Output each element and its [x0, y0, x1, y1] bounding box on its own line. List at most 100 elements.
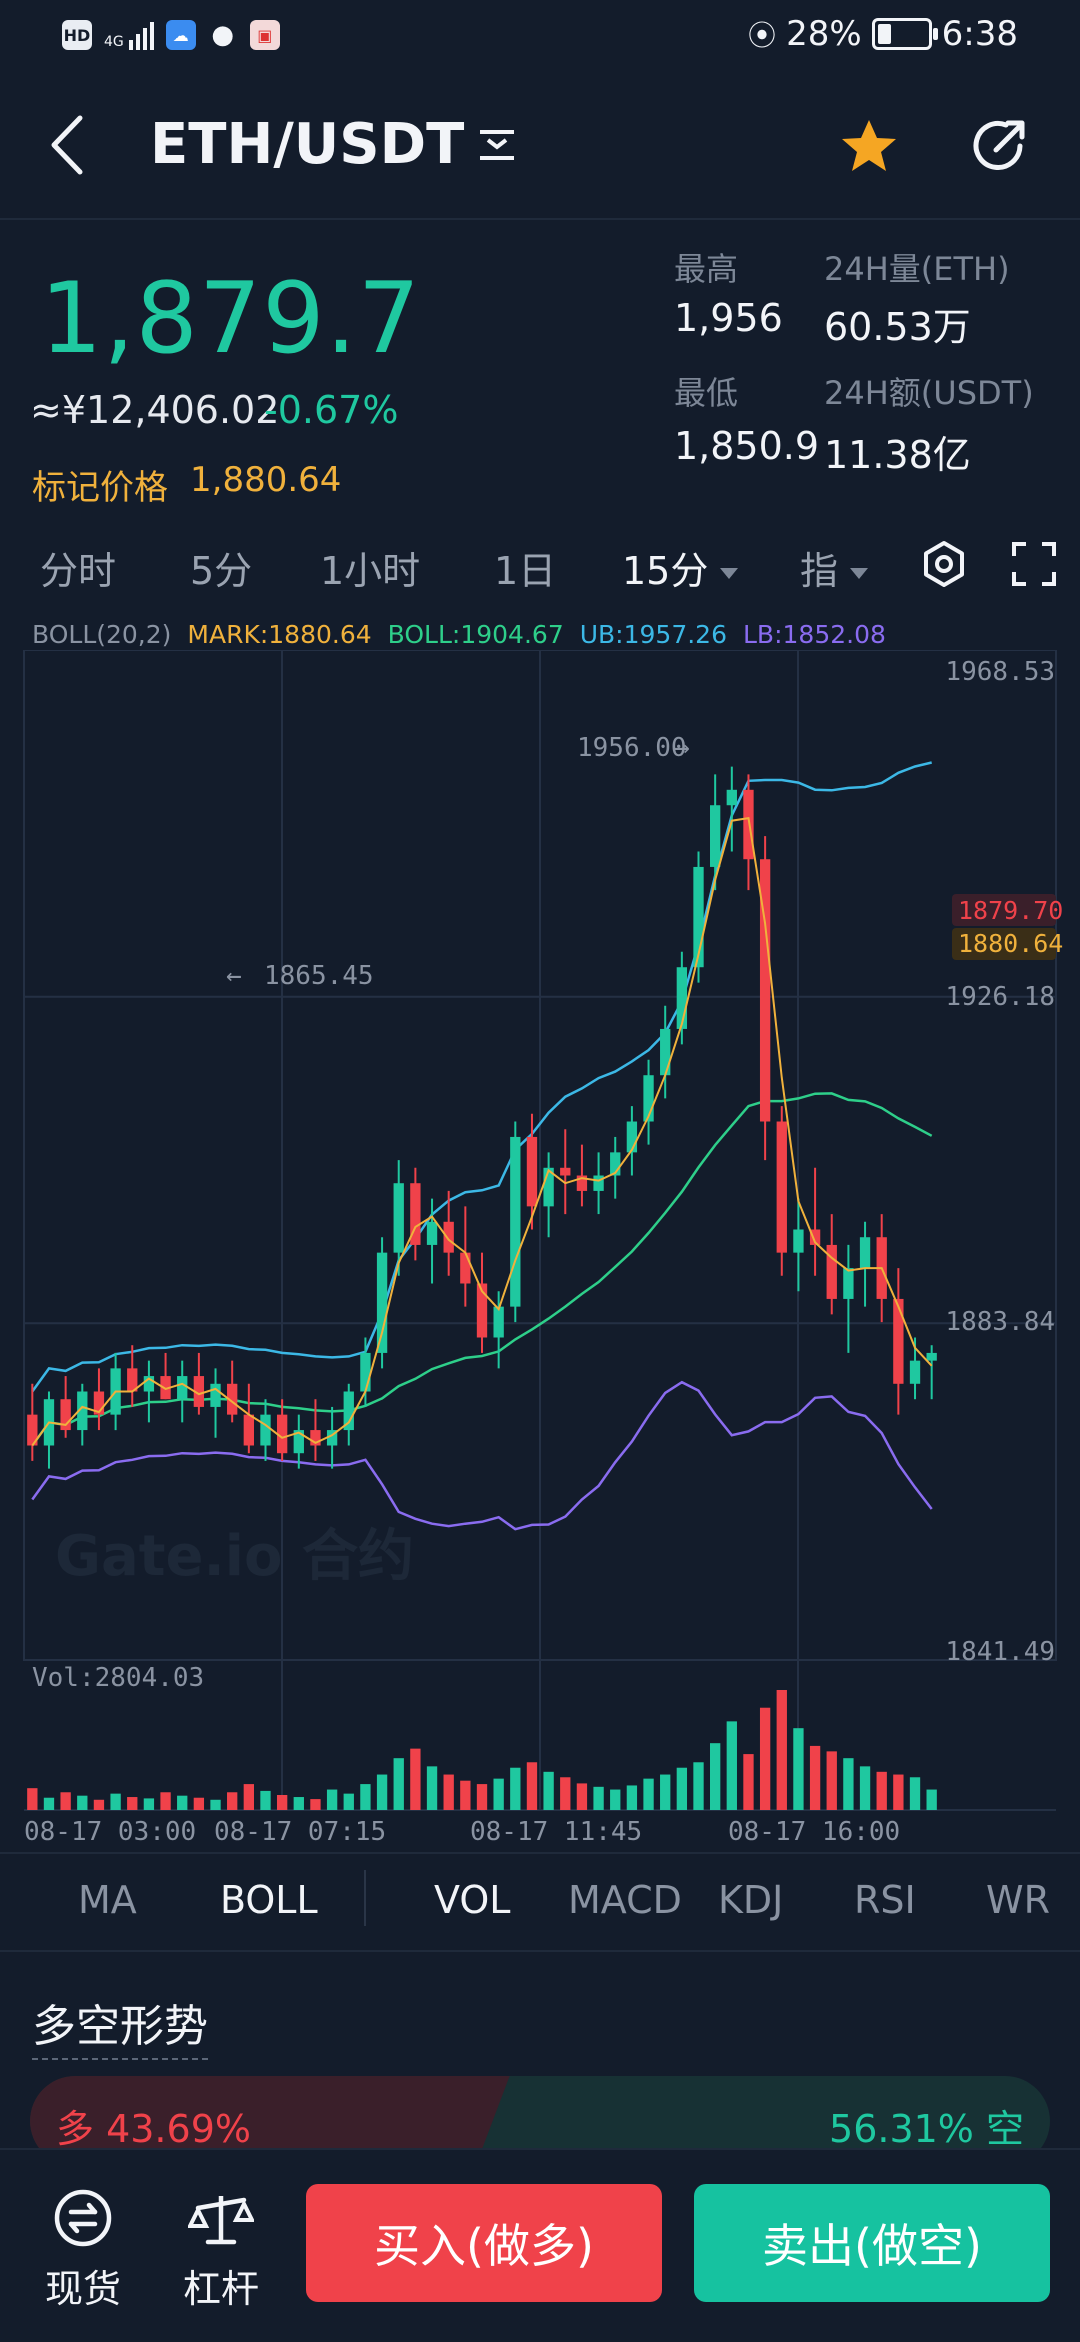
candle-body	[726, 789, 737, 806]
candle-body	[660, 1028, 671, 1076]
candle-body	[177, 1376, 188, 1400]
candle-body	[476, 1283, 488, 1338]
candle-body	[743, 789, 754, 860]
candle-body	[809, 1229, 821, 1245]
candle-body	[443, 1221, 454, 1253]
buy-long-button[interactable]: 买入(做多)	[306, 2184, 662, 2302]
candle-body	[243, 1414, 254, 1446]
kline-chart[interactable]: Gate.io 合约 1968.53 1926.18 1883.84 1841.…	[0, 650, 1080, 1850]
volume-bar	[660, 1774, 671, 1810]
long-percent: 多 43.69%	[56, 2107, 251, 2151]
candle-body	[27, 1414, 38, 1446]
mark-price-label: 标记价格	[32, 468, 168, 508]
low-label: 最低	[674, 374, 739, 412]
high-value: 1,956	[674, 296, 783, 340]
candle-body	[193, 1376, 205, 1407]
volume-bar	[60, 1792, 71, 1810]
volume-bar	[260, 1790, 271, 1810]
volume-24h-value: 60.53万	[824, 305, 971, 349]
arrow-left-icon: ←	[226, 961, 242, 991]
indicator-menu[interactable]: 指	[800, 540, 869, 595]
candle-body	[326, 1430, 338, 1446]
scale-icon	[166, 2186, 276, 2250]
candles	[27, 766, 937, 1469]
cloud-app-icon: ☁	[165, 20, 196, 50]
volume-bar	[776, 1690, 787, 1810]
ind-rsi[interactable]: RSI	[854, 1878, 916, 1922]
volume-bar	[909, 1777, 921, 1810]
volume-bar	[276, 1795, 288, 1810]
tf-1d[interactable]: 1日	[494, 549, 557, 593]
svg-text:1879.70: 1879.70	[958, 896, 1063, 925]
amount-24h-value: 11.38亿	[824, 433, 971, 477]
volume-bar	[759, 1707, 771, 1810]
candle-body	[343, 1391, 354, 1431]
upper-band-line	[31, 761, 932, 1393]
hd-icon: HD	[62, 20, 92, 50]
settings-icon	[924, 541, 964, 587]
fullscreen-button[interactable]	[1012, 542, 1056, 590]
star-icon	[842, 120, 896, 171]
favorite-button[interactable]	[840, 118, 898, 178]
candle-body	[543, 1167, 554, 1207]
chart-grid	[23, 650, 1057, 1811]
volume-bar	[410, 1748, 421, 1810]
candle-body	[60, 1399, 71, 1431]
candle-body	[293, 1430, 304, 1454]
clock: 6:38	[941, 14, 1018, 54]
ind-ma[interactable]: MA	[78, 1878, 137, 1922]
boll-legend-mid: BOLL:1904.67	[387, 620, 564, 649]
back-button[interactable]	[40, 110, 100, 180]
volume-24h-label: 24H量(ETH)	[824, 250, 1010, 288]
candle-body	[593, 1175, 604, 1191]
axis-label-bottom: 1841.49	[945, 1637, 1055, 1667]
cny-price: ≈¥12,406.02	[30, 388, 280, 432]
candle-body	[560, 1167, 571, 1176]
ind-macd[interactable]: MACD	[568, 1878, 682, 1922]
chevron-down-icon	[850, 568, 869, 579]
volume-bar	[526, 1762, 538, 1810]
volume-bar	[493, 1778, 504, 1810]
volume-bar	[426, 1766, 438, 1810]
tf-15m[interactable]: 15分	[622, 540, 739, 595]
ma-line	[31, 816, 933, 1447]
pair-selector[interactable]: ETH/USDT	[150, 112, 518, 177]
candle-body	[793, 1229, 804, 1253]
status-left-icons: HD 4G ☁ ● ▣	[62, 20, 280, 50]
candle-body	[893, 1298, 904, 1384]
ind-wr[interactable]: WR	[986, 1878, 1050, 1922]
boll-legend-name: BOLL(20,2)	[32, 620, 172, 649]
ind-boll[interactable]: BOLL	[220, 1878, 318, 1922]
lever-button[interactable]: 杠杆	[166, 2186, 276, 2313]
sell-short-button[interactable]: 卖出(做空)	[694, 2184, 1050, 2302]
volume-bar	[143, 1798, 155, 1810]
settings-button[interactable]	[920, 540, 968, 592]
volume-bar	[693, 1762, 704, 1810]
candle-body	[410, 1183, 421, 1245]
pair-title: ETH/USDT	[150, 112, 465, 177]
candle-body	[676, 967, 688, 1029]
chevron-down-icon	[720, 568, 739, 579]
volume-bar	[793, 1728, 804, 1810]
volume-bar	[110, 1793, 121, 1810]
spot-button[interactable]: 现货	[28, 2186, 138, 2313]
ind-vol[interactable]: VOL	[434, 1878, 511, 1922]
axis-label-3: 1883.84	[945, 1307, 1055, 1337]
volume-bar	[93, 1799, 105, 1810]
volume-bar	[543, 1771, 554, 1810]
tf-1h[interactable]: 1小时	[320, 549, 421, 593]
last-price: 1,879.7	[40, 262, 422, 376]
ind-kdj[interactable]: KDJ	[718, 1878, 784, 1922]
candle-body	[260, 1414, 271, 1446]
candle-body	[843, 1268, 854, 1299]
lower-band-line	[31, 1380, 933, 1531]
4g-signal-icon: 4G	[104, 20, 154, 50]
share-button[interactable]	[970, 116, 1030, 180]
volume-bar	[610, 1789, 621, 1810]
time-label-2: 08-17 11:45	[470, 1817, 642, 1847]
candle-body	[759, 859, 771, 1122]
tf-tick[interactable]: 分时	[40, 549, 117, 593]
volume-bar	[643, 1778, 654, 1810]
shop-app-icon: ▣	[249, 20, 280, 50]
tf-5m[interactable]: 5分	[190, 549, 253, 593]
